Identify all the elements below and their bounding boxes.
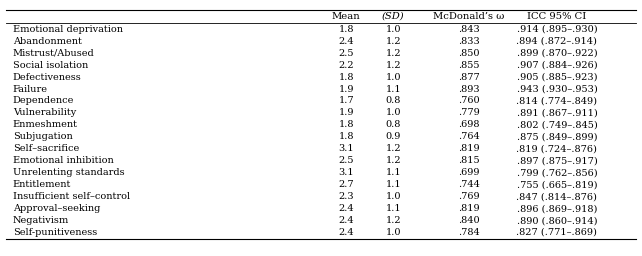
- Text: Defectiveness: Defectiveness: [13, 72, 82, 82]
- Text: .819: .819: [458, 204, 480, 213]
- Text: 1.8: 1.8: [338, 25, 354, 34]
- Text: Self–sacrifice: Self–sacrifice: [13, 144, 79, 153]
- Text: .799 (.762–.856): .799 (.762–.856): [517, 168, 597, 177]
- Text: Emotional deprivation: Emotional deprivation: [13, 25, 123, 34]
- Text: .943 (.930–.953): .943 (.930–.953): [517, 84, 597, 93]
- Text: 2.7: 2.7: [338, 180, 354, 189]
- Text: Self-punitiveness: Self-punitiveness: [13, 228, 97, 237]
- Text: Failure: Failure: [13, 84, 48, 93]
- Text: 1.1: 1.1: [386, 168, 401, 177]
- Text: 0.8: 0.8: [386, 120, 401, 129]
- Text: Approval–seeking: Approval–seeking: [13, 204, 100, 213]
- Text: .819 (.724–.876): .819 (.724–.876): [517, 144, 597, 153]
- Text: 2.2: 2.2: [338, 61, 354, 70]
- Text: 2.4: 2.4: [338, 216, 354, 225]
- Text: McDonald’s ω: McDonald’s ω: [433, 12, 505, 20]
- Text: .890 (.860–.914): .890 (.860–.914): [517, 216, 597, 225]
- Text: Mistrust/Abused: Mistrust/Abused: [13, 49, 94, 58]
- Text: 0.9: 0.9: [386, 132, 401, 141]
- Text: Mean: Mean: [332, 12, 361, 20]
- Text: 1.1: 1.1: [386, 180, 401, 189]
- Text: .914 (.895–.930): .914 (.895–.930): [517, 25, 597, 34]
- Text: 1.9: 1.9: [338, 109, 354, 118]
- Text: .894 (.872–.914): .894 (.872–.914): [517, 37, 597, 46]
- Text: 3.1: 3.1: [338, 144, 354, 153]
- Text: .814 (.774–.849): .814 (.774–.849): [516, 97, 598, 105]
- Text: Vulnerability: Vulnerability: [13, 109, 76, 118]
- Text: Social isolation: Social isolation: [13, 61, 88, 70]
- Text: .698: .698: [458, 120, 480, 129]
- Text: Abandonment: Abandonment: [13, 37, 82, 46]
- Text: .784: .784: [458, 228, 480, 237]
- Text: .755 (.665–.819): .755 (.665–.819): [517, 180, 597, 189]
- Text: .699: .699: [458, 168, 480, 177]
- Text: 2.5: 2.5: [338, 156, 354, 165]
- Text: .744: .744: [458, 180, 480, 189]
- Text: 1.0: 1.0: [386, 109, 401, 118]
- Text: 0.8: 0.8: [386, 97, 401, 105]
- Text: Unrelenting standards: Unrelenting standards: [13, 168, 125, 177]
- Text: .840: .840: [458, 216, 480, 225]
- Text: Subjugation: Subjugation: [13, 132, 73, 141]
- Text: 2.4: 2.4: [338, 204, 354, 213]
- Text: .769: .769: [458, 192, 480, 201]
- Text: 1.8: 1.8: [338, 120, 354, 129]
- Text: 1.9: 1.9: [338, 84, 354, 93]
- Text: .891 (.867–.911): .891 (.867–.911): [517, 109, 597, 118]
- Text: 1.1: 1.1: [386, 204, 401, 213]
- Text: .907 (.884–.926): .907 (.884–.926): [517, 61, 597, 70]
- Text: .827 (.771–.869): .827 (.771–.869): [517, 228, 597, 237]
- Text: (SD): (SD): [382, 12, 404, 20]
- Text: 1.0: 1.0: [386, 72, 401, 82]
- Text: 1.8: 1.8: [338, 72, 354, 82]
- Text: .815: .815: [458, 156, 480, 165]
- Text: 2.4: 2.4: [338, 37, 354, 46]
- Text: 1.1: 1.1: [386, 84, 401, 93]
- Text: .877: .877: [458, 72, 480, 82]
- Text: .847 (.814–.876): .847 (.814–.876): [517, 192, 597, 201]
- Text: .764: .764: [458, 132, 480, 141]
- Text: .833: .833: [458, 37, 480, 46]
- Text: Insufficient self–control: Insufficient self–control: [13, 192, 130, 201]
- Text: 1.2: 1.2: [386, 216, 401, 225]
- Text: 2.5: 2.5: [338, 49, 354, 58]
- Text: .896 (.869–.918): .896 (.869–.918): [517, 204, 597, 213]
- Text: 1.2: 1.2: [386, 144, 401, 153]
- Text: 1.2: 1.2: [386, 49, 401, 58]
- Text: .893: .893: [458, 84, 480, 93]
- Text: .802 (.749–.845): .802 (.749–.845): [517, 120, 597, 129]
- Text: 1.7: 1.7: [338, 97, 354, 105]
- Text: 1.2: 1.2: [386, 37, 401, 46]
- Text: .779: .779: [458, 109, 480, 118]
- Text: 1.0: 1.0: [386, 25, 401, 34]
- Text: .819: .819: [458, 144, 480, 153]
- Text: .899 (.870–.922): .899 (.870–.922): [517, 49, 597, 58]
- Text: ICC 95% CI: ICC 95% CI: [527, 12, 587, 20]
- Text: 1.0: 1.0: [386, 228, 401, 237]
- Text: 2.4: 2.4: [338, 228, 354, 237]
- Text: .875 (.849–.899): .875 (.849–.899): [517, 132, 597, 141]
- Text: 1.0: 1.0: [386, 192, 401, 201]
- Text: .905 (.885–.923): .905 (.885–.923): [517, 72, 597, 82]
- Text: 3.1: 3.1: [338, 168, 354, 177]
- Text: Entitlement: Entitlement: [13, 180, 71, 189]
- Text: 2.3: 2.3: [338, 192, 354, 201]
- Text: 1.2: 1.2: [386, 156, 401, 165]
- Text: Emotional inhibition: Emotional inhibition: [13, 156, 114, 165]
- Text: Negativism: Negativism: [13, 216, 69, 225]
- Text: .843: .843: [458, 25, 480, 34]
- Text: Dependence: Dependence: [13, 97, 74, 105]
- Text: 1.2: 1.2: [386, 61, 401, 70]
- Text: Enmeshment: Enmeshment: [13, 120, 78, 129]
- Text: .855: .855: [458, 61, 480, 70]
- Text: 1.8: 1.8: [338, 132, 354, 141]
- Text: .897 (.875–.917): .897 (.875–.917): [517, 156, 597, 165]
- Text: .850: .850: [458, 49, 480, 58]
- Text: .760: .760: [458, 97, 480, 105]
